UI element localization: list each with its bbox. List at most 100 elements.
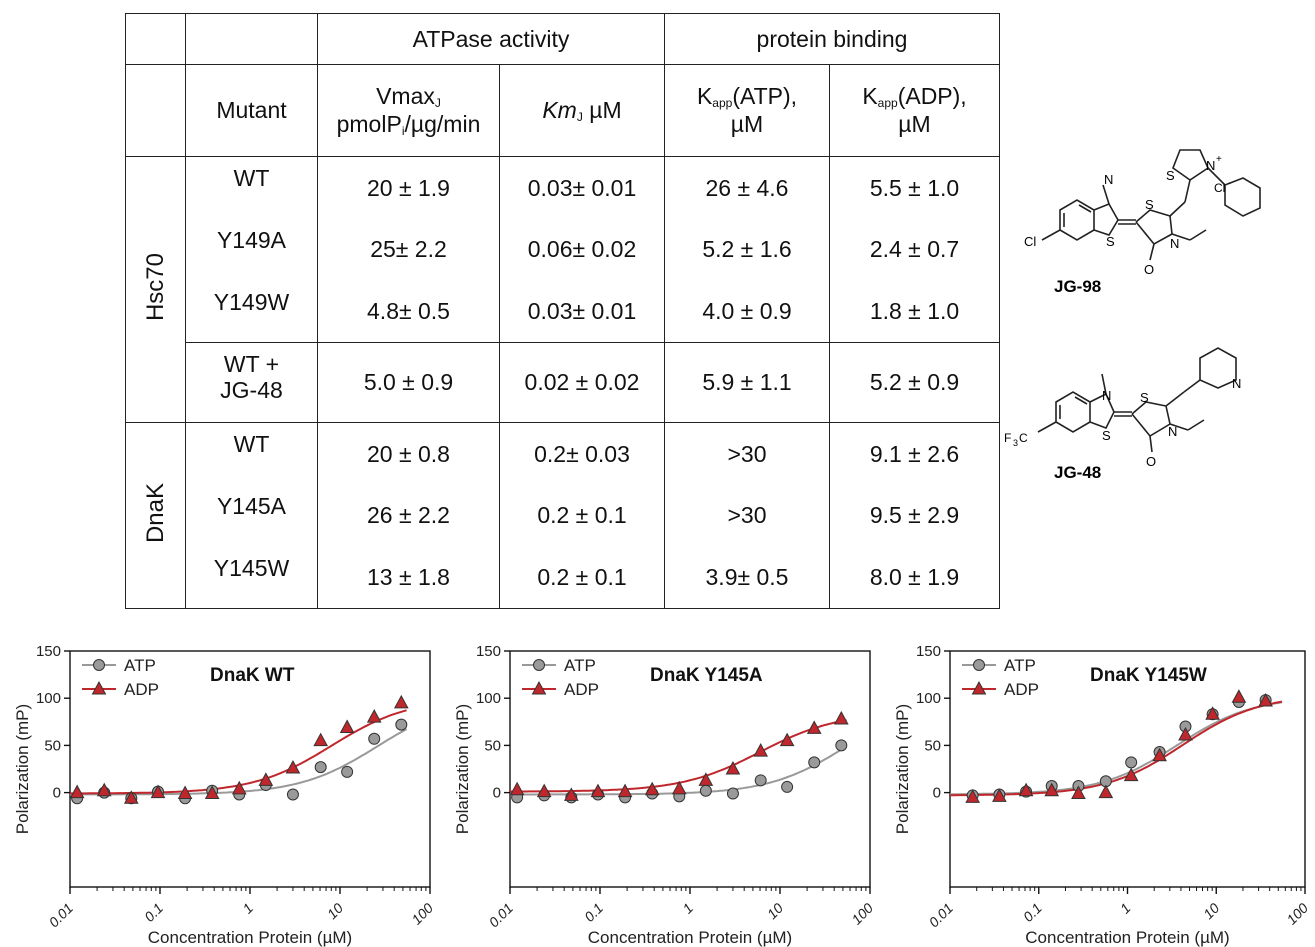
jg48-atom: N xyxy=(1102,388,1111,403)
cell-mutant: WT xyxy=(185,422,318,485)
y-tick-label: 50 xyxy=(484,737,501,754)
cell-value: 0.2 ± 0.1 xyxy=(537,564,627,591)
jg98-benzyl-ring xyxy=(1224,177,1261,217)
x-tick-label: 100 xyxy=(408,900,436,928)
jg48-bond xyxy=(1074,396,1088,405)
jg98-benzyl xyxy=(1207,167,1226,186)
km-subscript: J xyxy=(576,109,583,124)
cell-value: 8.0 ± 1.9 xyxy=(869,564,960,591)
x-axis-label: Concentration Protein (µM) xyxy=(148,928,352,947)
jg48-bonds xyxy=(1037,347,1237,453)
kapp-adp-label: (ADP), xyxy=(897,83,967,110)
x-tick-label: 0.1 xyxy=(1020,900,1045,925)
cell-value: >30 xyxy=(727,440,767,467)
col-header-km: KmJ µM xyxy=(499,64,665,157)
jg98-atom: N xyxy=(1170,236,1179,251)
jg48-bond xyxy=(1183,379,1201,393)
jg98-bonds xyxy=(1041,149,1261,261)
cell-value: Y149W xyxy=(213,288,290,315)
vmax-symbol: Vmax xyxy=(376,82,435,109)
jg98-atom: S xyxy=(1106,234,1115,249)
vmax-unit-sub: i xyxy=(401,123,405,138)
jg48-atom: F xyxy=(1004,431,1011,445)
data-point-adp xyxy=(177,785,193,800)
data-point-adp xyxy=(644,781,660,796)
data-point-adp xyxy=(1152,747,1167,762)
legend-marker xyxy=(971,680,987,695)
data-point-atp xyxy=(341,765,354,778)
x-tick-label: 0.01 xyxy=(486,900,517,931)
y-tick-label: 0 xyxy=(53,785,61,802)
cell-value: 4.0 ± 0.9 xyxy=(702,298,792,325)
data-point-adp xyxy=(1044,782,1060,797)
data-point-atp xyxy=(754,774,767,787)
y-tick-label: 50 xyxy=(924,737,941,754)
table-group-header-row: ATPase activity protein binding xyxy=(125,13,1000,65)
data-point-atp xyxy=(1125,756,1138,769)
x-tick-label: 10 xyxy=(1200,900,1222,922)
cell-value: 5.9 ± 1.1 xyxy=(702,369,792,396)
legend-label: ADP xyxy=(124,680,159,699)
chart-dnak-y145a: 0 50 100 150 0.01 0.1 1 10 100 Concentration Prot… xyxy=(453,643,876,947)
data-point-adp xyxy=(536,783,552,798)
jg98-thiazolium-ring xyxy=(1172,149,1210,181)
legend-label: ADP xyxy=(1004,680,1039,699)
data-point-atp xyxy=(808,756,821,769)
cell-value: 2.4 ± 0.7 xyxy=(869,236,960,263)
data-point-atp xyxy=(368,732,381,745)
group-label-cell: Hsc70 xyxy=(125,156,186,423)
cell-value: 0.03± 0.01 xyxy=(527,174,637,201)
jg48-ethyl xyxy=(1169,423,1189,431)
y-axis-label: Polarization (mP) xyxy=(13,704,32,834)
group-header-atpase: ATPase activity xyxy=(317,13,665,65)
legend-marker xyxy=(91,680,107,695)
y-axis-label: Polarization (mP) xyxy=(453,704,472,834)
table-row: WT + JG-48 5.0 ± 0.9 0.02 ± 0.02 5.9 ± 1.1 5… xyxy=(126,342,1000,423)
jg98-methyl xyxy=(1102,184,1110,205)
data-point-adp xyxy=(1071,785,1086,800)
cell-value: Y145A xyxy=(216,492,287,519)
cell-vmax: 20 ± 1.9 xyxy=(317,156,500,219)
cell-value: 26 ± 2.2 xyxy=(367,502,450,529)
fit-curve-adp xyxy=(950,700,1283,797)
data-point-adp xyxy=(563,787,579,801)
data-point-adp xyxy=(779,732,795,747)
col-header-kapp-adp: Kapp(ADP), µM xyxy=(829,64,1000,157)
cell-value: 5.2 ± 0.9 xyxy=(869,369,960,396)
cell-value: WT xyxy=(233,431,270,457)
cell-kapp-atp: 3.9± 0.5 xyxy=(664,546,830,609)
jg98-bond xyxy=(1078,204,1092,213)
jg48-vinyl xyxy=(1165,391,1185,407)
jg48-thiazolidine xyxy=(1131,401,1171,438)
jg98-thiazolidinone xyxy=(1135,209,1173,246)
cell-value: Y145W xyxy=(213,554,290,581)
cell-vmax: 13 ± 1.8 xyxy=(317,546,500,609)
cell-value: 3.9± 0.5 xyxy=(705,564,789,591)
y-tick-label: 100 xyxy=(36,690,61,707)
jg98-benzene-ring xyxy=(1059,199,1095,241)
jg48-atom: O xyxy=(1146,454,1156,469)
data-point-adp xyxy=(806,720,822,734)
data-point-adp xyxy=(258,772,274,786)
jg98-counterion: Cl xyxy=(1214,181,1225,195)
data-point-adp xyxy=(753,743,769,757)
cell-value: 26 ± 4.6 xyxy=(705,174,789,201)
legend-label: ATP xyxy=(124,656,156,675)
x-tick-label: 0.1 xyxy=(141,900,166,925)
cell-value: 4.8± 0.5 xyxy=(367,298,450,325)
data-point-adp xyxy=(1098,784,1114,799)
data-point-adp xyxy=(992,788,1007,802)
fit-curve-adp xyxy=(70,709,407,795)
empty-cell xyxy=(185,13,318,65)
cell-value: 0.2 ± 0.1 xyxy=(537,502,627,529)
cell-kapp-adp: 5.5 ± 1.0 xyxy=(829,156,1000,219)
kapp-atp-symbol: K xyxy=(696,83,713,110)
col-header-vmax: VmaxJ pmolPi/µg/min xyxy=(317,64,500,157)
data-point-adp xyxy=(1178,726,1193,741)
cell-value: Y149A xyxy=(216,226,287,253)
x-tick-label: 1 xyxy=(239,900,256,917)
cell-value: 1.8 ± 1.0 xyxy=(869,298,960,325)
cell-kapp-adp: 9.1 ± 2.6 xyxy=(829,422,1000,485)
y-axis-label: Polarization (mP) xyxy=(893,704,912,834)
cell-value: >30 xyxy=(727,502,767,529)
